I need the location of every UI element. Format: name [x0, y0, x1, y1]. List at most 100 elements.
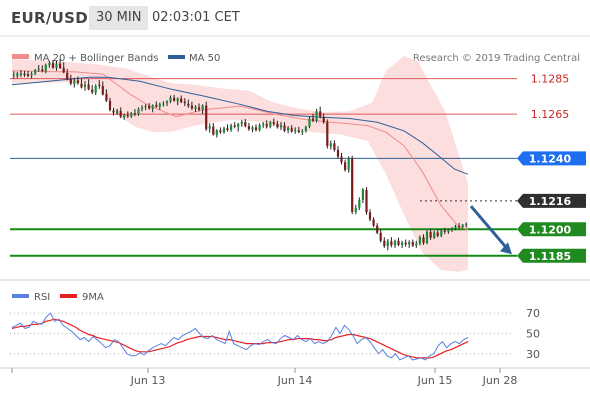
legend-label-ma20: MA 20 + Bollinger Bands — [34, 53, 158, 64]
price-tag-bg — [517, 248, 586, 263]
candle — [465, 222, 468, 228]
candle-body — [83, 84, 87, 88]
candle-body — [62, 67, 65, 73]
ma20-line — [11, 70, 469, 231]
candle-body — [347, 158, 350, 170]
candle — [443, 227, 446, 235]
rsi-line — [11, 312, 469, 361]
candle — [112, 107, 115, 116]
candle-body — [108, 100, 112, 111]
candle — [73, 77, 76, 88]
candle — [447, 228, 450, 234]
candle-body — [230, 125, 233, 130]
candle-body — [290, 128, 293, 132]
timeframe-button[interactable]: 30 MIN — [89, 6, 149, 30]
candle-body — [294, 130, 297, 132]
candle-body — [222, 128, 226, 133]
candle — [361, 188, 364, 203]
candle — [51, 60, 55, 69]
candle-body — [151, 105, 154, 109]
candle — [436, 229, 439, 238]
candle-body — [376, 225, 379, 233]
candle-body — [94, 85, 97, 93]
candle-body — [59, 63, 62, 68]
candle-body — [368, 212, 372, 220]
candle-body — [461, 224, 464, 228]
candle — [59, 59, 62, 69]
candle — [450, 227, 454, 232]
x-tick-label-1: Jun 14 — [277, 374, 313, 387]
candle-body — [283, 125, 286, 131]
candle-body — [258, 125, 261, 131]
candle-body — [425, 231, 429, 244]
candle — [205, 101, 208, 131]
candle — [433, 230, 436, 239]
candle — [247, 122, 250, 131]
candle — [354, 204, 357, 215]
rsi-9ma-line — [11, 318, 469, 359]
candle-body — [105, 93, 108, 101]
candle — [155, 101, 158, 108]
timestamp: 02:03:01 CET — [152, 10, 240, 25]
candle-body — [251, 127, 254, 130]
candle — [173, 94, 176, 102]
candle — [108, 97, 112, 112]
candle — [287, 126, 290, 134]
candle-body — [116, 110, 119, 114]
candle — [251, 125, 254, 133]
candle-body — [76, 80, 79, 84]
main-legend: MA 20 + Bollinger Bands MA 50 Research ©… — [12, 53, 580, 64]
header-bar: EUR/USD 30 MIN 02:03:01 CET — [0, 0, 590, 36]
candle-body — [287, 127, 290, 131]
candle-body — [415, 243, 418, 246]
candle — [454, 224, 457, 231]
candle-body — [51, 63, 55, 68]
candle-body — [48, 62, 51, 65]
candle-body — [119, 110, 122, 117]
candle — [105, 89, 108, 102]
price-tag-1.1216: 1.1216 — [517, 193, 586, 208]
candle-body — [219, 130, 222, 133]
forecast-arrowhead — [500, 242, 512, 255]
candle — [158, 102, 161, 110]
candle-body — [226, 128, 229, 131]
candle-body — [66, 72, 69, 80]
candle-body — [265, 123, 268, 127]
candle — [119, 107, 122, 118]
candle — [197, 103, 201, 112]
candle — [16, 71, 19, 79]
rsi-lines — [11, 312, 469, 361]
symbol-title: EUR/USD — [11, 9, 88, 27]
candle-body — [148, 106, 151, 109]
candle — [169, 95, 172, 104]
candle-body — [176, 98, 179, 102]
candle — [404, 239, 407, 247]
candle-body — [34, 69, 37, 74]
forecast-arrow-shaft — [469, 205, 508, 249]
candle-body — [37, 68, 40, 70]
price-level-lines — [10, 78, 517, 257]
candle-body — [208, 126, 211, 129]
candle — [148, 103, 151, 110]
candle — [372, 217, 375, 228]
candle-body — [205, 105, 208, 130]
candle — [297, 126, 300, 134]
candle — [386, 239, 389, 251]
price-tag-bg — [517, 222, 586, 237]
legend-label-rsi: RSI — [34, 292, 50, 303]
candle-body — [173, 97, 176, 101]
candle-body — [344, 162, 347, 170]
candle — [347, 156, 350, 173]
x-tick-label-3: Jun 28 — [482, 374, 518, 387]
candle — [183, 98, 186, 107]
candle-body — [101, 86, 104, 95]
candle — [322, 113, 325, 124]
candle — [187, 99, 190, 108]
candle-body — [458, 226, 461, 228]
candle-body — [244, 122, 247, 127]
candle — [165, 100, 169, 107]
candle — [283, 122, 286, 133]
legend-label-ma50: MA 50 — [189, 53, 220, 64]
bollinger-fill — [12, 56, 468, 272]
